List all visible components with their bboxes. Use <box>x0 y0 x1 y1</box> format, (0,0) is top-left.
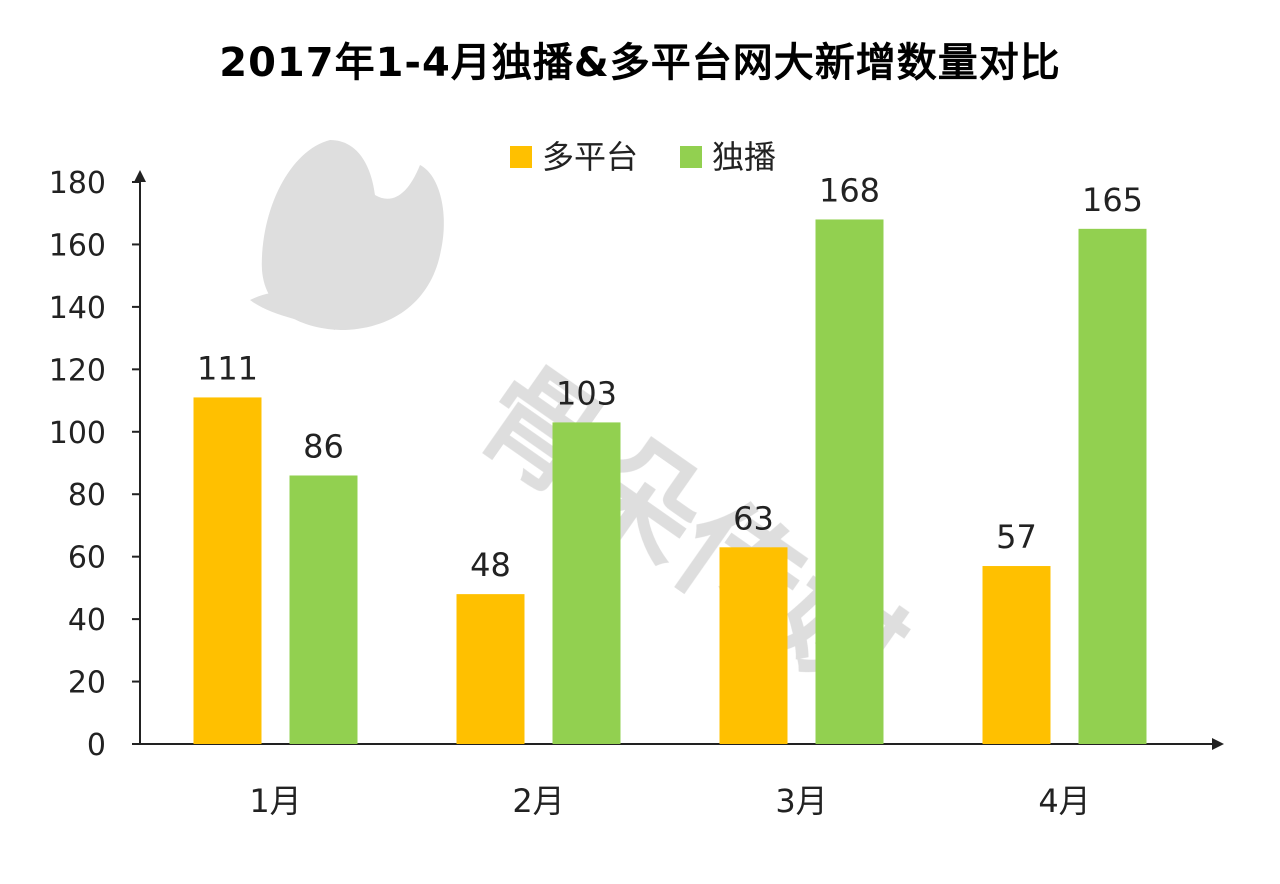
y-tick-label: 60 <box>68 541 106 576</box>
y-tick-label: 20 <box>68 666 106 701</box>
legend-swatch-独播 <box>680 146 702 168</box>
x-axis-arrow <box>1212 738 1224 750</box>
x-category-label: 2月 <box>512 782 564 820</box>
y-tick-label: 120 <box>49 353 106 388</box>
data-labels: 111 86 48 103 63 168 57 165 <box>197 171 1143 584</box>
y-axis-ticks: 0 20 40 60 80 100 120 140 160 180 <box>49 166 140 763</box>
bars <box>193 219 1147 745</box>
data-label: 63 <box>733 499 774 537</box>
y-tick-label: 80 <box>68 478 106 513</box>
legend-swatch-多平台 <box>510 146 532 168</box>
y-tick-label: 160 <box>49 228 106 263</box>
data-label: 86 <box>303 427 344 465</box>
data-label: 168 <box>819 171 880 209</box>
legend-label: 多平台 <box>542 138 638 176</box>
bar-独播-2月 <box>552 422 621 744</box>
x-axis-labels: 1月 2月 3月 4月 <box>249 782 1090 820</box>
y-tick-label: 100 <box>49 416 106 451</box>
data-label: 48 <box>470 546 511 584</box>
bar-独播-1月 <box>289 475 358 744</box>
data-label: 103 <box>556 374 617 412</box>
y-tick-label: 180 <box>49 166 106 201</box>
y-tick-label: 0 <box>87 728 106 763</box>
data-label: 165 <box>1082 181 1143 219</box>
bar-多平台-2月 <box>456 594 525 744</box>
x-category-label: 3月 <box>775 782 827 820</box>
bar-多平台-3月 <box>719 547 788 744</box>
bar-独播-4月 <box>1078 228 1147 745</box>
data-label: 111 <box>197 349 258 387</box>
bar-多平台-4月 <box>982 566 1051 744</box>
bar-多平台-1月 <box>193 397 262 744</box>
legend-label: 独播 <box>712 138 776 176</box>
bar-独播-3月 <box>815 219 884 744</box>
legend: 多平台 独播 <box>510 138 776 176</box>
x-category-label: 4月 <box>1038 782 1090 820</box>
chart-title: 2017年1-4月独播&多平台网大新增数量对比 <box>219 40 1061 86</box>
data-label: 57 <box>996 518 1037 556</box>
y-tick-label: 140 <box>49 291 106 326</box>
y-axis-arrow <box>134 170 146 182</box>
y-tick-label: 40 <box>68 603 106 638</box>
x-category-label: 1月 <box>249 782 301 820</box>
